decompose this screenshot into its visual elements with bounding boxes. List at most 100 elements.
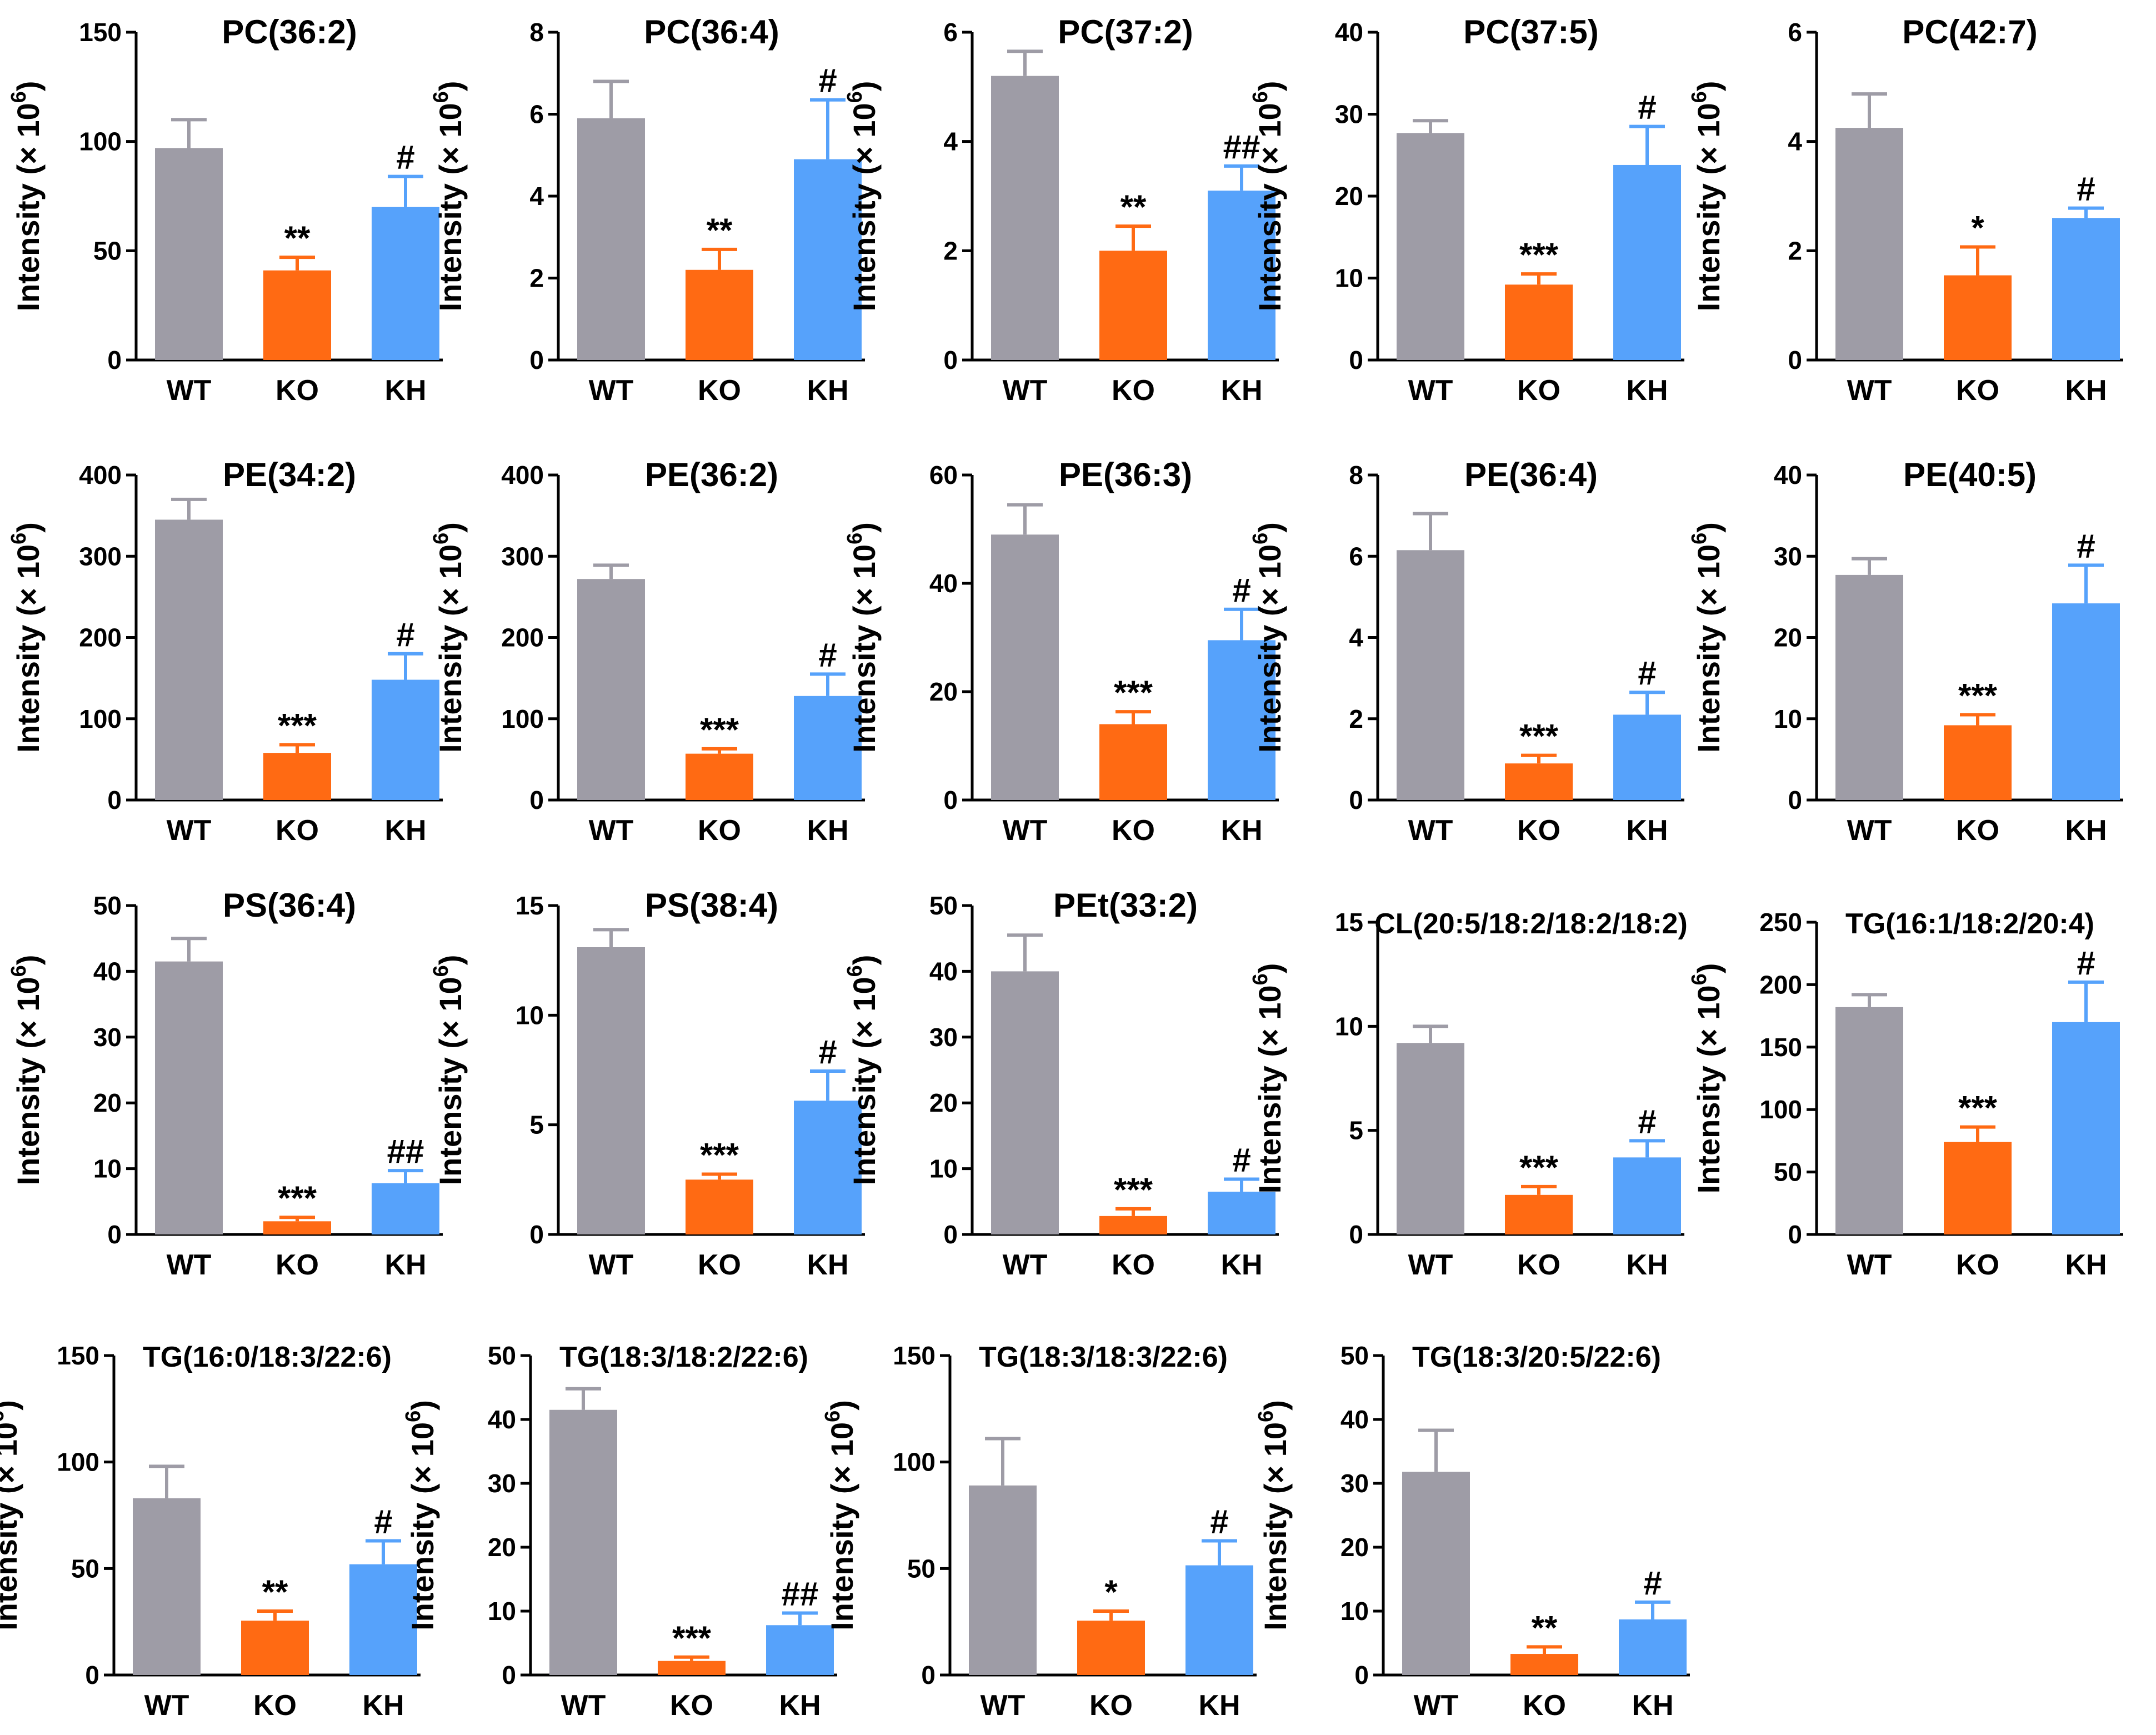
significance-label: # [396, 139, 414, 176]
y-tick-label: 10 [488, 1597, 516, 1626]
y-tick-label: 150 [79, 18, 122, 47]
y-tick-label: 40 [929, 569, 958, 598]
chart-title: TG(18:3/20:5/22:6) [1412, 1341, 1661, 1373]
bar-kh [2052, 1022, 2120, 1234]
significance-label: *** [1114, 1171, 1153, 1208]
y-axis-label: Intensity (× 106) [7, 522, 46, 753]
y-tick-label: 100 [1759, 1095, 1802, 1124]
x-tick-label: WT [589, 1249, 634, 1281]
significance-label: ** [1532, 1609, 1558, 1646]
bar-ko [1505, 1194, 1573, 1234]
y-tick-label: 40 [929, 957, 958, 986]
y-tick-label: 2 [943, 236, 958, 265]
significance-label: * [1104, 1573, 1118, 1611]
y-tick-label: 30 [93, 1023, 122, 1052]
y-tick-label: 4 [1349, 623, 1363, 652]
y-tick-label: 0 [943, 346, 958, 374]
x-tick-label: KH [2065, 374, 2107, 407]
y-tick-label: 10 [93, 1154, 122, 1183]
y-tick-label: 300 [501, 542, 544, 571]
significance-label: # [2077, 944, 2095, 982]
x-tick-label: WT [1408, 814, 1453, 847]
y-axis-label: Intensity (× 106) [1249, 963, 1287, 1194]
bar-kh [372, 1183, 439, 1234]
y-tick-label: 0 [107, 786, 122, 814]
x-tick-label: WT [1003, 374, 1048, 407]
x-tick-label: WT [1003, 1249, 1048, 1281]
bar-kh [1613, 1157, 1681, 1234]
significance-label: # [818, 1033, 837, 1071]
bar-kh [372, 207, 439, 360]
chart-title: PC(37:2) [1058, 13, 1193, 51]
y-tick-label: 0 [529, 346, 544, 374]
x-tick-label: WT [1408, 1249, 1453, 1281]
bar-wt [549, 1409, 617, 1675]
chart-panel: 0 10 20 30 40 50 PS(36:4) Intensity (× 106) WT KO… [7, 887, 443, 1281]
chart-panel: 0 50 100 150 200 250 TG(16:1/18:2/20:4) Intensi… [1688, 908, 2123, 1281]
y-tick-label: 250 [1759, 908, 1802, 937]
y-tick-label: 20 [1774, 623, 1802, 652]
y-tick-label: 0 [943, 786, 958, 814]
x-tick-label: KO [1112, 814, 1155, 847]
y-tick-label: 4 [529, 182, 544, 211]
y-axis-label: Intensity (× 106) [843, 522, 882, 753]
y-tick-label: 0 [1349, 1220, 1363, 1249]
significance-label: # [1232, 572, 1250, 609]
y-tick-label: 50 [93, 236, 122, 265]
y-axis-label: Intensity (× 106) [7, 81, 46, 312]
x-tick-label: KO [670, 1689, 713, 1722]
bar-wt [133, 1498, 201, 1675]
y-tick-label: 6 [1788, 18, 1802, 47]
x-tick-label: KO [1956, 1249, 1999, 1281]
significance-label: # [1638, 1103, 1656, 1140]
bar-ko [1099, 1216, 1167, 1234]
x-tick-label: KO [1517, 374, 1560, 407]
bar-ko [1505, 284, 1573, 360]
x-tick-label: KH [384, 374, 426, 407]
y-tick-label: 10 [929, 1154, 958, 1183]
y-tick-label: 20 [1340, 1533, 1369, 1562]
bar-wt [155, 519, 223, 800]
y-tick-label: 6 [1349, 542, 1363, 571]
bar-wt [155, 148, 223, 360]
chart-panel: 0 2 4 6 PC(37:2) Intensity (× 106) WT KO ** KH ## [843, 13, 1279, 407]
y-tick-label: 0 [529, 1220, 544, 1249]
significance-label: *** [278, 1179, 317, 1217]
significance-label: # [396, 616, 414, 653]
chart-title: TG(18:3/18:2/22:6) [559, 1341, 808, 1373]
x-tick-label: KH [384, 1249, 426, 1281]
x-tick-label: WT [1414, 1689, 1459, 1722]
y-tick-label: 20 [1335, 182, 1363, 211]
x-tick-label: KH [2065, 1249, 2107, 1281]
chart-panel: 0 50 100 150 TG(16:0/18:3/22:6) Intensity (× … [0, 1341, 421, 1722]
significance-label: # [1232, 1142, 1250, 1179]
x-tick-label: KH [1220, 814, 1262, 847]
x-tick-label: WT [981, 1689, 1026, 1722]
chart-title: PE(36:3) [1059, 456, 1192, 493]
bar-kh [1208, 640, 1275, 800]
y-tick-label: 40 [93, 957, 122, 986]
bar-ko [241, 1621, 309, 1675]
y-tick-label: 20 [488, 1533, 516, 1562]
bar-wt [1835, 574, 1903, 800]
y-tick-label: 200 [79, 623, 122, 652]
bar-kh [1613, 164, 1681, 360]
y-tick-label: 6 [943, 18, 958, 47]
x-tick-label: KH [1220, 1249, 1262, 1281]
y-tick-label: 100 [893, 1448, 936, 1477]
chart-panel: 0 10 20 30 40 50 TG(18:3/18:2/22:6) Intensity (… [402, 1341, 837, 1722]
chart-title: PE(34:2) [223, 456, 356, 493]
significance-label: # [2077, 171, 2095, 208]
bar-ko [686, 753, 753, 800]
significance-label: ## [387, 1133, 424, 1170]
y-tick-label: 10 [1335, 1012, 1363, 1041]
significance-label: *** [672, 1619, 712, 1657]
bar-ko [263, 753, 331, 800]
y-tick-label: 50 [488, 1341, 516, 1370]
chart-title: PE(40:5) [1903, 456, 2037, 493]
y-axis-label: Intensity (× 106) [429, 955, 468, 1186]
bar-wt [991, 534, 1059, 800]
bar-ko [658, 1661, 726, 1675]
significance-label: ## [782, 1575, 819, 1612]
chart-panel: 0 10 20 30 40 50 TG(18:3/20:5/22:6) Intensity (… [1254, 1341, 1690, 1722]
